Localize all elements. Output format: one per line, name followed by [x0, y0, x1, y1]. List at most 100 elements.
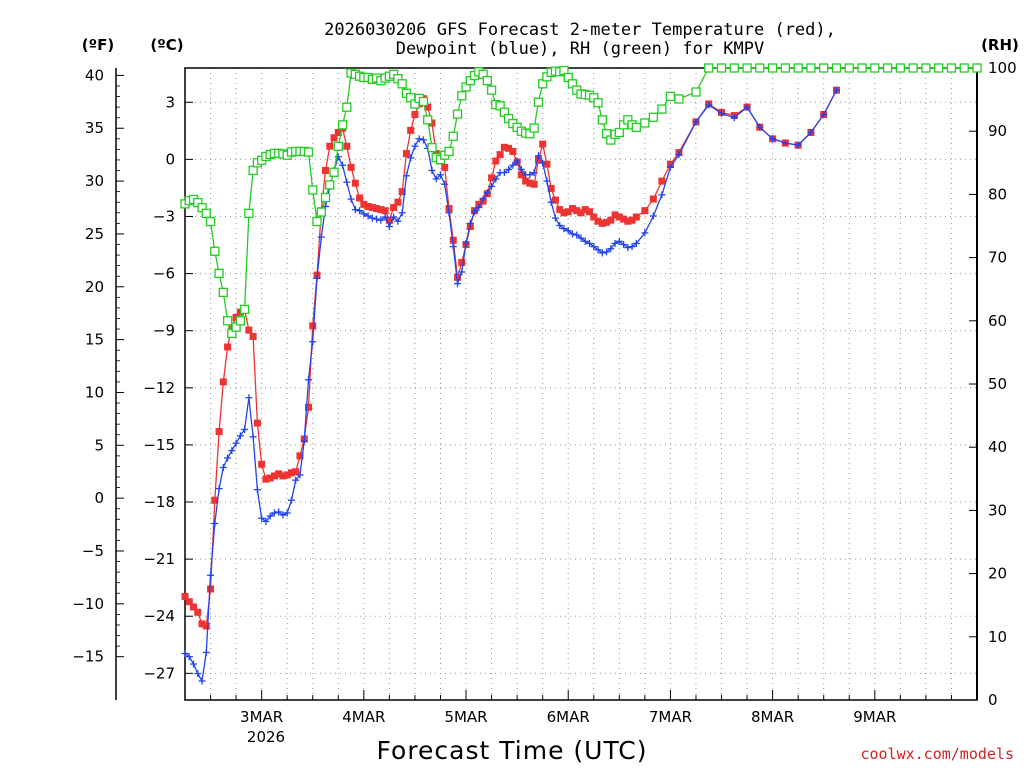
dewpoint-point [462, 239, 470, 247]
temperature-point [581, 206, 589, 214]
rh-point [533, 97, 544, 107]
dewpoint-point [615, 237, 623, 245]
dewpoint-point [628, 243, 636, 251]
temperature-point [266, 474, 274, 482]
tick-labels: 4035302520151050−5−10−1530−3−6−9−12−15−1… [72, 59, 1016, 726]
dewpoint-point [509, 161, 517, 169]
dewpoint-point [641, 229, 649, 237]
temperature-point [577, 209, 585, 217]
temperature-point [496, 151, 504, 159]
temperature-point [347, 163, 355, 171]
temperature-point [615, 213, 623, 221]
dewpoint-point [428, 167, 436, 175]
dewpoint-point [624, 244, 632, 252]
rh-tick-label: 20 [988, 565, 1007, 583]
dewpoint-point [253, 486, 261, 494]
temperature-point [211, 496, 219, 504]
dewpoint-point [309, 338, 317, 346]
celsius-tick-label: −9 [153, 322, 175, 340]
fahrenheit-tick-label: 10 [85, 383, 104, 401]
dewpoint-point [279, 511, 287, 519]
temperature-point [292, 468, 300, 476]
rh-series [180, 63, 982, 339]
fahrenheit-tick-label: 30 [85, 172, 104, 190]
celsius-tick-label: −21 [143, 550, 175, 568]
temperature-point [287, 469, 295, 477]
temperature-point [522, 177, 530, 185]
celsius-tick-label: −27 [143, 664, 175, 682]
dewpoint-point [339, 161, 347, 169]
temperature-point [594, 217, 602, 225]
temperature-point [334, 128, 342, 136]
temperature-point [360, 200, 368, 208]
rh-point [320, 192, 331, 203]
rh-point [303, 147, 314, 157]
dewpoint-point [407, 154, 415, 162]
dewpoint-point [270, 509, 278, 517]
dewpoint-point [219, 463, 227, 471]
dewpoint-point [547, 198, 555, 206]
rh-point [448, 131, 458, 141]
temperature-point [398, 188, 406, 196]
temperature-point [488, 174, 496, 182]
rh-point [210, 246, 220, 256]
rh-point [423, 115, 433, 125]
temperature-point [611, 211, 619, 219]
dewpoint-point [649, 212, 657, 220]
rh-point [325, 180, 335, 190]
dewpoint-point [232, 439, 240, 447]
dewpoint-point [249, 433, 257, 441]
rh-point [597, 115, 607, 125]
dewpoint-point [675, 151, 683, 159]
rh-tick-label: 80 [988, 185, 1007, 203]
temperature-point [253, 419, 261, 427]
temperature-point [304, 403, 312, 411]
chart-title-line-2: Dewpoint (blue), RH (green) for KMPV [396, 39, 764, 59]
dewpoint-point [266, 512, 274, 520]
dewpoint-point [590, 243, 598, 251]
temperature-point [270, 472, 278, 480]
dewpoint-point [436, 171, 444, 179]
temperature-point [424, 103, 432, 111]
rh-point [665, 91, 676, 102]
rh-point [648, 112, 659, 122]
credit-link[interactable]: coolwx.com/models [860, 745, 1014, 763]
dewpoint-point [586, 239, 594, 247]
temperature-point [441, 163, 449, 171]
dewpoint-point [488, 182, 496, 190]
dewpoint-point [275, 508, 283, 516]
rh-point [934, 63, 944, 73]
rh-point [806, 63, 816, 73]
temperature-point [568, 205, 576, 213]
dewpoint-point [807, 128, 815, 136]
dewpoint-point [756, 123, 764, 131]
temperature-point [547, 184, 555, 192]
dewpoint-point [419, 136, 427, 144]
temperature-point [620, 215, 628, 223]
dewpoint-point [398, 209, 406, 217]
dewpoint-point [432, 175, 440, 183]
dewpoint-point [556, 221, 564, 229]
temperature-point [262, 475, 270, 483]
temperature-point [190, 603, 198, 611]
dewpoint-point [718, 109, 726, 117]
rh-point [921, 63, 931, 73]
dewpoint-point [385, 223, 393, 231]
rh-point [831, 63, 842, 73]
dewpoint-point [611, 239, 619, 247]
temperature-point [564, 208, 572, 216]
temperature-point [658, 177, 666, 185]
x-tick-label: 3MAR [240, 708, 283, 726]
rh-point [457, 91, 467, 101]
rh-tick-label: 30 [988, 501, 1007, 519]
x-axis-title: Forecast Time (UTC) [377, 736, 648, 765]
temperature-point [185, 598, 193, 606]
temperature-point [309, 322, 317, 330]
rh-point [755, 63, 765, 73]
fahrenheit-tick-label: 25 [85, 225, 104, 243]
dewpoint-point [390, 213, 398, 221]
temperature-point [283, 471, 291, 479]
rh-point [857, 63, 867, 73]
dewpoint-point [185, 653, 193, 661]
dewpoint-point [730, 114, 738, 122]
